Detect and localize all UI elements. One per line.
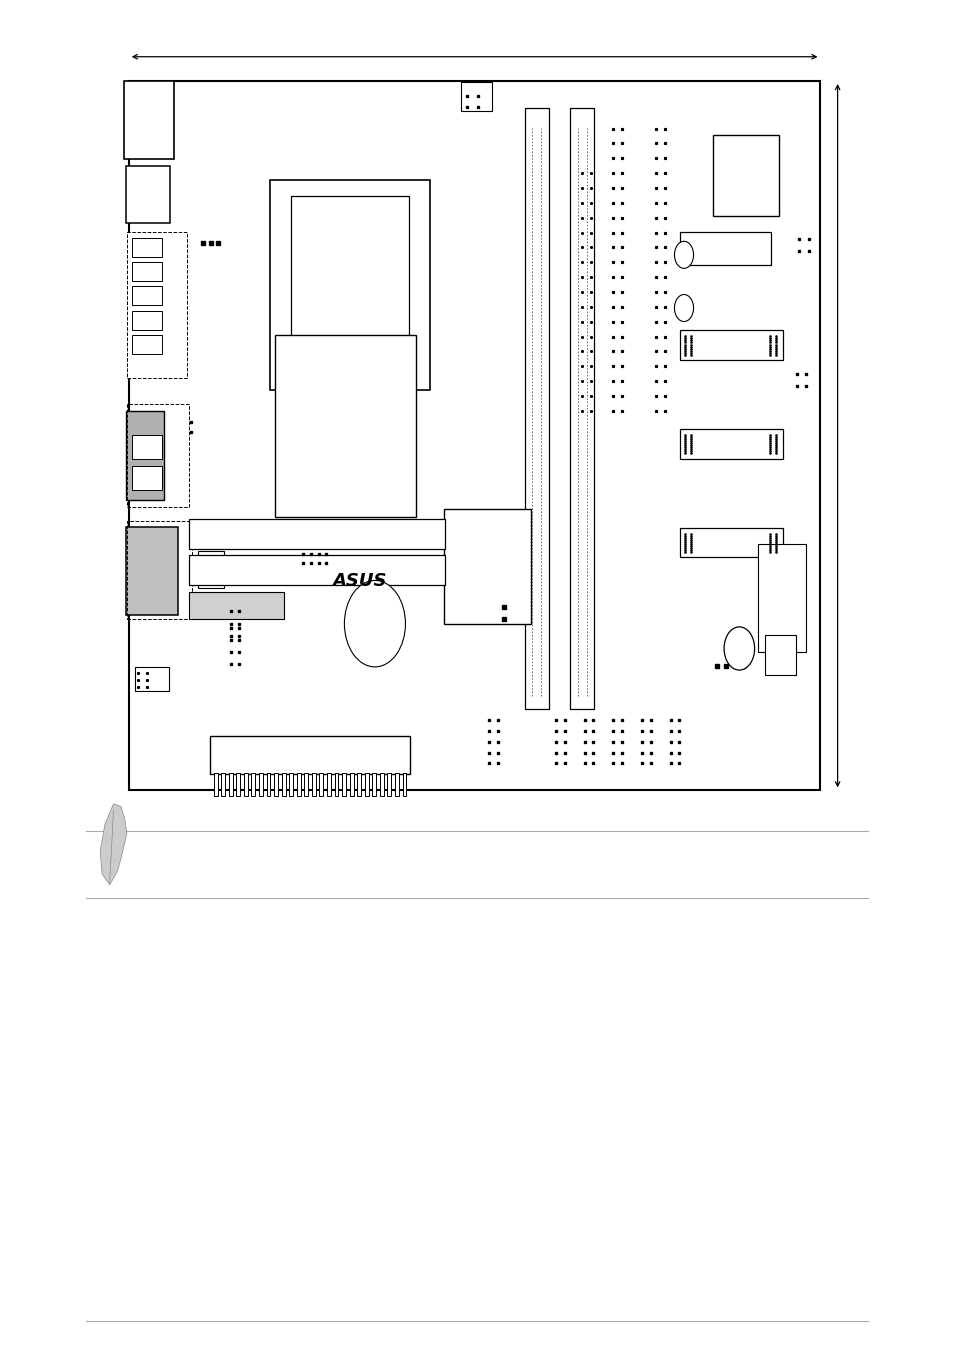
Bar (127, 232, 187, 378)
Bar (189, 592, 284, 619)
Bar (350, 773, 354, 796)
Bar (274, 335, 416, 517)
Bar (712, 135, 779, 216)
Bar (679, 331, 782, 359)
Bar (524, 108, 548, 709)
Bar (132, 262, 162, 281)
Bar (291, 196, 409, 365)
Bar (221, 773, 225, 796)
Bar (387, 773, 391, 796)
Text: ASUS: ASUS (332, 571, 387, 590)
Bar (335, 773, 338, 796)
Polygon shape (100, 804, 127, 885)
Bar (198, 551, 224, 588)
Bar (312, 773, 315, 796)
Bar (289, 773, 293, 796)
Bar (236, 773, 240, 796)
Bar (679, 528, 782, 558)
Bar (129, 81, 820, 790)
Bar (124, 81, 173, 159)
Bar (570, 108, 594, 709)
Bar (126, 527, 178, 615)
Bar (210, 736, 410, 774)
Bar (460, 82, 492, 111)
Bar (213, 773, 217, 796)
Bar (244, 773, 248, 796)
Bar (132, 466, 162, 490)
Bar (342, 773, 346, 796)
Bar (132, 435, 162, 459)
Bar (259, 773, 263, 796)
Bar (372, 773, 375, 796)
Bar (296, 773, 300, 796)
Bar (229, 773, 233, 796)
Bar (270, 180, 430, 389)
Bar (127, 521, 192, 619)
Circle shape (723, 627, 754, 670)
Bar (127, 404, 189, 507)
Bar (356, 773, 360, 796)
Bar (274, 773, 277, 796)
Bar (132, 238, 162, 257)
Bar (132, 311, 162, 330)
Bar (402, 773, 406, 796)
Circle shape (674, 295, 693, 322)
Bar (266, 773, 270, 796)
Bar (132, 335, 162, 354)
Circle shape (344, 581, 405, 667)
Bar (304, 773, 308, 796)
Bar (364, 773, 368, 796)
Bar (443, 509, 531, 624)
Bar (132, 286, 162, 305)
Bar (395, 773, 398, 796)
Bar (189, 519, 444, 549)
Circle shape (674, 242, 693, 269)
Bar (758, 544, 805, 653)
Bar (327, 773, 331, 796)
Bar (189, 555, 444, 585)
Bar (126, 411, 164, 500)
Bar (764, 635, 795, 676)
Bar (135, 667, 169, 692)
Bar (126, 166, 170, 223)
Bar (679, 232, 770, 266)
Bar (319, 773, 323, 796)
Bar (679, 428, 782, 458)
Bar (379, 773, 383, 796)
Bar (281, 773, 285, 796)
Bar (252, 773, 255, 796)
